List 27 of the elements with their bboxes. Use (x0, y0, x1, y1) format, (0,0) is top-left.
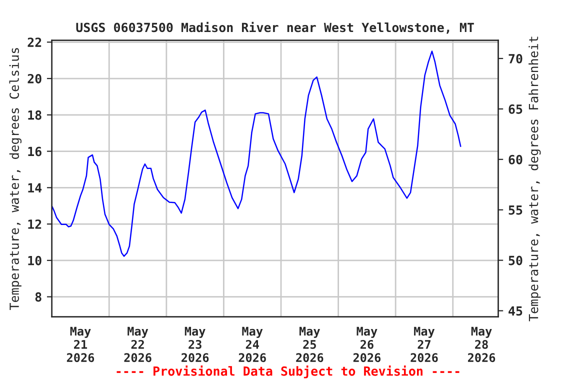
y-axis-title: Temperature, water, degrees Celsius (9, 48, 22, 310)
x-tick-label: May 27 2026 (410, 326, 438, 362)
y2-tick-label: 50 (508, 256, 522, 266)
y-tick-label: 14 (28, 183, 42, 192)
x-tick-label: May 22 2026 (124, 326, 152, 362)
y-tick-label: 16 (28, 146, 42, 156)
y2-tick-label: 60 (508, 154, 522, 164)
y-tick-label: 22 (28, 38, 42, 47)
x-tick-label: May 26 2026 (353, 326, 381, 362)
y2-tick-label: 45 (508, 306, 522, 316)
text: ---- Provisional Data Subject to Revision ---- (116, 365, 460, 378)
x-tick-label: May 23 2026 (182, 326, 209, 362)
line-series (52, 50, 462, 257)
y-tick-label: 20 (28, 74, 42, 84)
y2-tick-label: 65 (508, 104, 522, 114)
y-tick-label: 18 (28, 110, 42, 120)
x-tick-label: May 25 2026 (296, 326, 324, 362)
chart-title: USGS 06037500 Madison River near West Yellowstone, MT (76, 22, 474, 34)
y2-tick-label: 55 (508, 205, 522, 215)
y-tick-label: 8 (35, 292, 42, 302)
x-tick-label: May 24 2026 (238, 326, 266, 362)
y-tick-label: 12 (28, 220, 42, 229)
y-tick-label: 10 (28, 256, 42, 266)
y2-axis-title: Temperature, water, degrees Fahrenheit (528, 36, 541, 322)
y2-tick-label: 70 (508, 54, 522, 64)
x-tick-label: May 28 2026 (468, 326, 496, 362)
x-tick-label: May 21 2026 (66, 326, 94, 362)
